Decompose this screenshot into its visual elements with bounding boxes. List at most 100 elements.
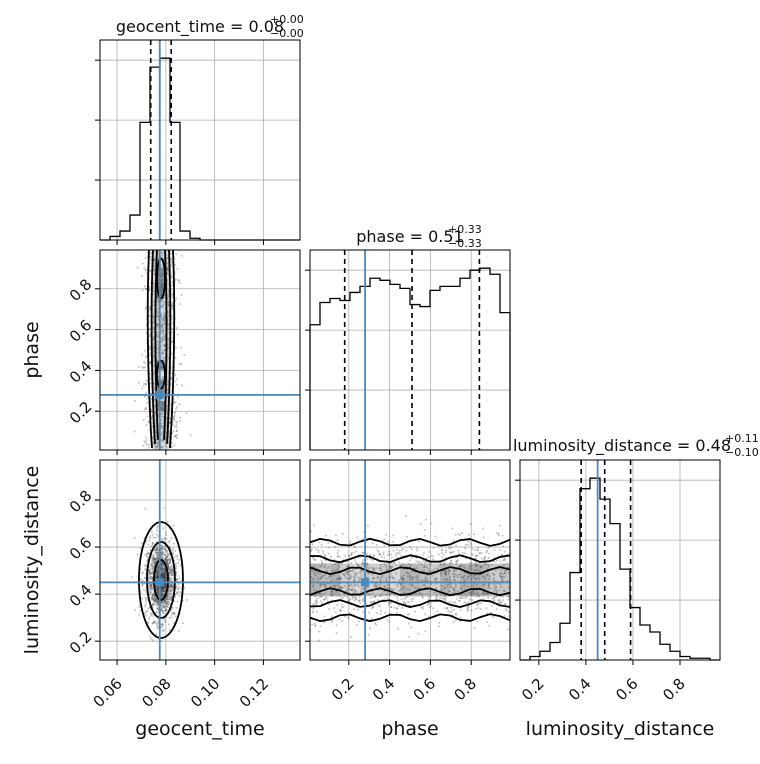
scatter-point xyxy=(164,444,167,447)
scatter-point xyxy=(145,563,148,566)
scatter-point xyxy=(348,554,351,557)
scatter-point xyxy=(161,338,164,341)
scatter-point xyxy=(162,593,165,596)
scatter-point xyxy=(169,258,172,261)
scatter-point xyxy=(163,356,166,359)
scatter-point xyxy=(167,567,170,570)
scatter-point xyxy=(176,557,179,560)
scatter-point xyxy=(492,582,495,585)
scatter-point xyxy=(150,530,153,533)
xtick-label-geocent_time: 0.06 xyxy=(90,675,126,711)
scatter-point xyxy=(492,590,495,593)
scatter-point xyxy=(160,434,163,437)
truth-marker-phase-vs-luminosity_distance xyxy=(361,578,370,587)
scatter-point xyxy=(494,583,497,586)
scatter-point xyxy=(150,577,153,580)
scatter-point xyxy=(156,551,159,554)
scatter-point xyxy=(360,590,363,593)
scatter-point xyxy=(442,562,445,565)
scatter-point xyxy=(176,383,179,386)
scatter-point xyxy=(387,562,390,565)
scatter-point xyxy=(165,597,168,600)
scatter-point xyxy=(470,552,473,555)
scatter-point xyxy=(145,610,148,613)
scatter-point xyxy=(171,293,174,296)
scatter-point xyxy=(161,562,164,565)
scatter-point xyxy=(161,285,164,288)
scatter-point xyxy=(477,547,480,550)
scatter-point xyxy=(162,333,165,336)
scatter-point xyxy=(507,610,510,613)
scatter-point xyxy=(147,552,150,555)
scatter-point xyxy=(160,567,163,570)
scatter-point xyxy=(354,559,357,562)
scatter-point xyxy=(454,573,457,576)
scatter-point xyxy=(160,608,163,611)
scatter-point xyxy=(151,415,154,418)
scatter-point xyxy=(153,556,156,559)
scatter-point xyxy=(178,420,181,423)
scatter-point xyxy=(156,607,159,610)
scatter-point xyxy=(168,553,171,556)
scatter-point xyxy=(323,566,326,569)
scatter-point xyxy=(319,592,322,595)
scatter-point xyxy=(354,584,357,587)
scatter-point xyxy=(468,569,471,572)
scatter-point xyxy=(336,552,339,555)
scatter-point xyxy=(161,570,164,573)
scatter-point xyxy=(160,608,163,611)
scatter-point xyxy=(318,592,321,595)
scatter-point xyxy=(357,585,360,588)
scatter-point xyxy=(165,404,168,407)
scatter-point xyxy=(416,578,419,581)
scatter-point xyxy=(353,584,356,587)
scatter-point xyxy=(161,319,164,322)
scatter-point xyxy=(163,612,166,615)
scatter-point xyxy=(172,542,175,545)
scatter-point xyxy=(501,554,504,557)
scatter-point xyxy=(339,587,342,590)
scatter-point xyxy=(167,598,170,601)
scatter-point xyxy=(166,267,169,270)
scatter-point xyxy=(162,357,165,360)
scatter-point xyxy=(175,429,178,432)
scatter-point xyxy=(174,400,177,403)
scatter-point xyxy=(432,568,435,571)
scatter-point xyxy=(357,599,360,602)
scatter-point xyxy=(403,591,406,594)
scatter-point xyxy=(372,567,375,570)
scatter-point xyxy=(432,591,435,594)
scatter-point xyxy=(379,594,382,597)
scatter-point xyxy=(163,590,166,593)
scatter-point xyxy=(160,408,163,411)
contour-lower-phase-vs-luminosity_distance-0 xyxy=(310,613,510,623)
scatter-point xyxy=(456,559,459,562)
scatter-point xyxy=(443,563,446,566)
scatter-point xyxy=(411,576,414,579)
scatter-point xyxy=(372,592,375,595)
scatter-point xyxy=(493,560,496,563)
scatter-point xyxy=(320,561,323,564)
scatter-point xyxy=(444,573,447,576)
scatter-point xyxy=(173,613,176,616)
scatter-point xyxy=(444,570,447,573)
scatter-point xyxy=(444,595,447,598)
scatter-point xyxy=(409,583,412,586)
scatter-point xyxy=(478,595,481,598)
scatter-point xyxy=(453,575,456,578)
scatter-point xyxy=(170,597,173,600)
scatter-point xyxy=(385,593,388,596)
scatter-point xyxy=(448,576,451,579)
scatter-point xyxy=(392,549,395,552)
scatter-point xyxy=(497,599,500,602)
scatter-point xyxy=(170,595,173,598)
scatter-point xyxy=(507,571,510,574)
scatter-point xyxy=(410,626,413,629)
scatter-point xyxy=(161,351,164,354)
scatter-point xyxy=(352,551,355,554)
scatter-point xyxy=(311,611,314,614)
scatter-point xyxy=(311,623,314,626)
scatter-point xyxy=(327,577,330,580)
scatter-point xyxy=(451,527,454,530)
scatter-point xyxy=(477,577,480,580)
